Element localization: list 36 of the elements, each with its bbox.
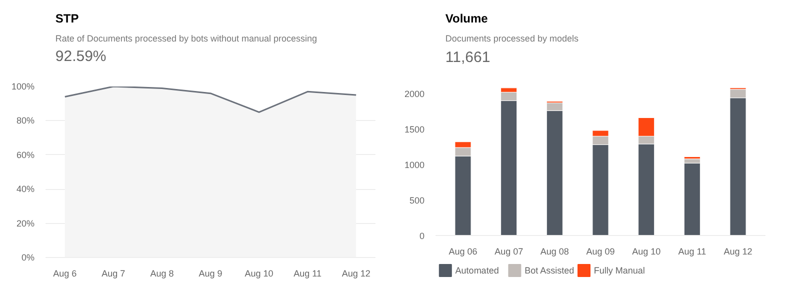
- bar: [684, 156, 700, 160]
- x-tick-label: Aug 06: [448, 246, 478, 256]
- x-tick-label: Aug 07: [494, 246, 524, 256]
- y-tick-label: 100%: [11, 82, 35, 92]
- y-tick-label: 0%: [21, 252, 35, 262]
- x-tick-label: Aug 12: [724, 246, 752, 256]
- x-tick-label: Aug 12: [342, 268, 370, 278]
- x-tick-label: Aug 10: [244, 268, 274, 278]
- y-tick-label: 0: [419, 231, 425, 241]
- y-tick-label: 20%: [16, 218, 34, 228]
- x-tick-label: Aug 11: [294, 268, 322, 278]
- text: 11,661: [445, 49, 490, 66]
- y-tick-label: 500: [409, 196, 425, 206]
- bar: [684, 162, 700, 236]
- x-tick-label: Aug 09: [586, 246, 615, 256]
- chart-subtitle: Rate of Documents processed by bots without manual processing: [55, 34, 318, 44]
- chart-title: STP: [55, 12, 79, 26]
- x-tick-label: Aug 08: [540, 246, 569, 256]
- x-tick-label: Aug 9: [198, 268, 222, 278]
- chart-subtitle: Documents processed by models: [445, 34, 579, 44]
- x-tick-label: Aug 10: [632, 246, 661, 256]
- y-tick-label: 2000: [404, 89, 425, 100]
- text: 92.59%: [55, 48, 106, 65]
- y-tick-label: 80%: [16, 116, 34, 126]
- y-tick-label: 1500: [404, 124, 425, 135]
- x-tick-label: Aug 11: [678, 246, 706, 256]
- chart-title: Volume: [445, 12, 488, 26]
- y-tick-label: 40%: [16, 184, 34, 194]
- y-tick-label: 1000: [404, 160, 425, 170]
- legend-label: Fully Manual: [594, 266, 645, 276]
- legend-label: Automated: [455, 266, 499, 276]
- y-tick-label: 60%: [16, 150, 34, 160]
- x-tick-label: Aug 7: [102, 268, 126, 278]
- x-tick-label: Aug 8: [150, 268, 174, 278]
- legend-label: Bot Assisted: [524, 266, 574, 276]
- x-tick-label: Aug 6: [53, 268, 77, 278]
